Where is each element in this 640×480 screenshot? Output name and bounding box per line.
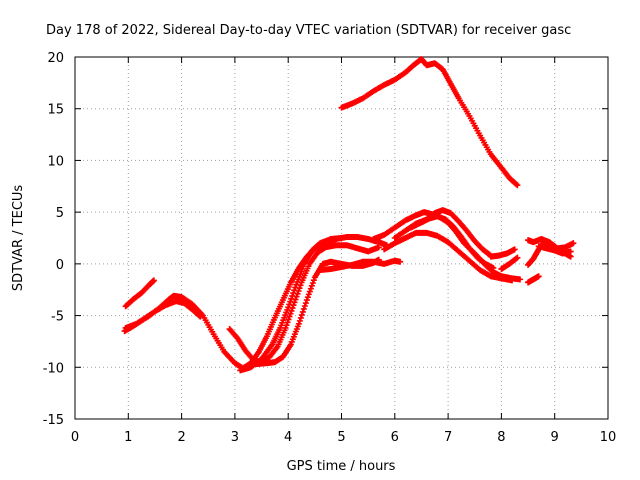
- data-point: [297, 314, 304, 321]
- data-point: [535, 273, 542, 280]
- series-sat-e: [237, 235, 345, 374]
- x-tick-label: 8: [497, 430, 505, 445]
- data-point: [570, 240, 577, 247]
- data-point: [290, 290, 297, 297]
- x-tick-label: 0: [71, 430, 79, 445]
- chart-title: Day 178 of 2022, Sidereal Day-to-day VTE…: [46, 23, 571, 38]
- data-point: [490, 264, 497, 271]
- series-sat-l: [407, 213, 497, 271]
- data-point: [514, 182, 521, 189]
- x-tick-label: 1: [124, 430, 132, 445]
- x-tick-label: 9: [551, 430, 559, 445]
- data-point: [513, 181, 520, 188]
- data-point: [285, 304, 292, 311]
- y-tick-label: -15: [43, 413, 64, 428]
- data-point: [517, 276, 524, 283]
- series-sat-q: [525, 236, 577, 252]
- y-tick-label: 15: [47, 103, 64, 118]
- data-point: [300, 305, 307, 312]
- x-tick-label: 2: [177, 430, 185, 445]
- series-sat-k: [391, 207, 494, 259]
- data-point: [288, 295, 295, 302]
- series-sat-a: [122, 277, 157, 310]
- series-sat-m: [487, 246, 518, 260]
- x-tick-label: 10: [600, 430, 617, 445]
- series-sat-g: [317, 257, 404, 274]
- x-tick-label: 4: [284, 430, 292, 445]
- series-sat-h: [338, 56, 521, 189]
- data-point: [301, 303, 308, 310]
- y-axis-label: SDTVAR / TECUs: [11, 185, 26, 292]
- data-point: [284, 319, 291, 326]
- x-axis-label: GPS time / hours: [287, 459, 396, 474]
- data-point: [150, 277, 157, 284]
- axis-ticks: 0 1 2 3 4 5 6 7 8 9 10 -15 -10 -5 0 5 10 15 20: [43, 51, 617, 445]
- series-sat-o: [525, 273, 542, 286]
- data-point: [303, 297, 310, 304]
- data-point: [305, 291, 312, 298]
- data-point: [309, 279, 316, 286]
- data-point: [298, 311, 305, 318]
- data-point: [288, 307, 295, 314]
- data-point: [308, 282, 315, 289]
- data-point: [514, 254, 521, 261]
- data-point: [299, 308, 306, 315]
- y-tick-label: -5: [51, 310, 64, 325]
- data-point: [302, 300, 309, 307]
- data-point: [286, 313, 293, 320]
- data-point: [287, 310, 294, 317]
- data-point: [567, 248, 574, 255]
- data-point: [283, 322, 290, 329]
- data-point: [304, 294, 311, 301]
- data-point: [287, 298, 294, 305]
- data-point: [286, 301, 293, 308]
- y-tick-label: 20: [47, 51, 64, 66]
- y-tick-label: 5: [56, 206, 64, 221]
- data-point: [567, 253, 574, 260]
- data-point: [310, 277, 317, 284]
- series-sat-d: [226, 242, 382, 366]
- x-tick-label: 6: [391, 430, 399, 445]
- grid-lines: [75, 57, 608, 419]
- data-point: [296, 317, 303, 324]
- data-point: [306, 288, 313, 295]
- data-point: [509, 277, 516, 284]
- y-tick-label: 0: [56, 258, 64, 273]
- series-sat-n: [498, 254, 521, 273]
- data-point: [289, 292, 296, 299]
- data-point: [375, 244, 382, 251]
- x-tick-label: 3: [231, 430, 239, 445]
- data-series: [121, 56, 577, 374]
- series-sat-j: [381, 229, 516, 284]
- data-point: [338, 235, 345, 241]
- data-point: [397, 258, 404, 265]
- data-point: [285, 316, 292, 323]
- y-tick-label: 10: [47, 154, 64, 169]
- y-tick-label: -10: [43, 361, 64, 376]
- data-point: [511, 246, 518, 253]
- data-point: [282, 324, 289, 331]
- data-point: [292, 284, 299, 291]
- series-sat-r: [535, 243, 574, 257]
- data-point: [291, 287, 298, 294]
- x-tick-label: 7: [444, 430, 452, 445]
- data-point: [307, 285, 314, 292]
- series-sat-c: [122, 233, 390, 372]
- data-point: [295, 320, 302, 327]
- x-tick-label: 5: [337, 430, 345, 445]
